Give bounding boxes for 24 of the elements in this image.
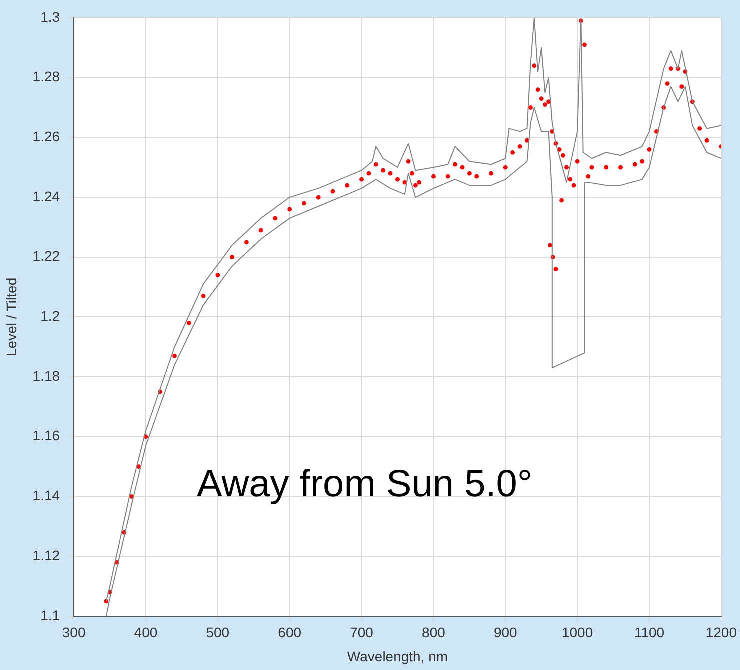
- x-tick-label: 800: [422, 624, 446, 641]
- y-tick-label: 1.2: [40, 308, 60, 324]
- x-tick-label: 1000: [562, 624, 594, 641]
- x-tick-label: 400: [134, 624, 158, 641]
- y-axis-title: Level / Tilted: [3, 278, 20, 357]
- y-tick-label: 1.24: [32, 188, 60, 204]
- annotation: Away from Sun 5.0°: [197, 464, 533, 506]
- y-tick-label: 1.28: [32, 68, 60, 85]
- x-tick-label: 700: [350, 624, 374, 641]
- y-tick-label: 1.3: [40, 8, 60, 25]
- x-tick-label: 1200: [706, 624, 738, 641]
- x-tick-label: 1100: [634, 624, 665, 641]
- y-tick-label: 1.1: [40, 607, 60, 624]
- y-tick-label: 1.14: [32, 488, 60, 504]
- x-axis-title: Wavelength, nm: [347, 648, 448, 664]
- y-tick-label: 1.12: [32, 547, 60, 564]
- x-tick-label: 500: [206, 624, 230, 641]
- x-tick-label: 300: [62, 624, 86, 641]
- x-tick-label: 900: [494, 624, 518, 641]
- y-tick-label: 1.16: [32, 428, 60, 444]
- y-tick-label: 1.26: [32, 128, 60, 145]
- y-tick-label: 1.22: [32, 248, 60, 264]
- x-tick-label: 600: [278, 624, 302, 641]
- y-tick-label: 1.18: [32, 368, 60, 384]
